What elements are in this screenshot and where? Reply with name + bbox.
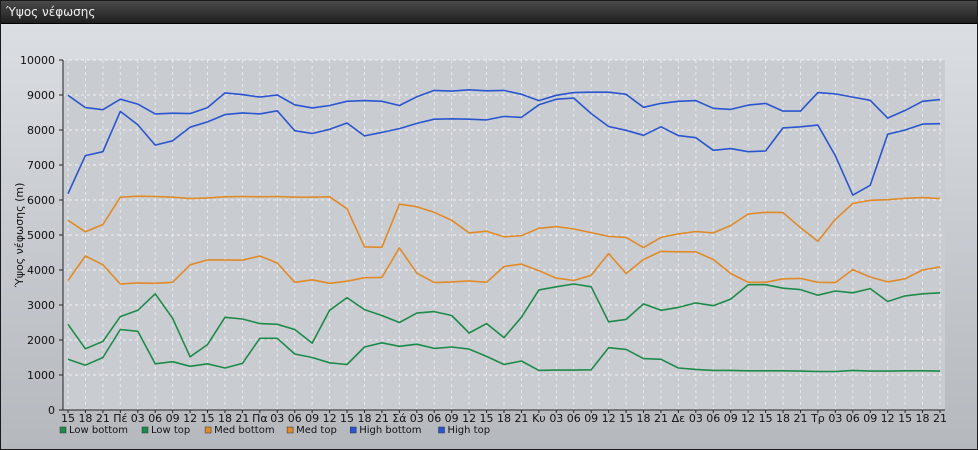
x-tick-label: 18: [78, 412, 92, 425]
x-tick-label: Πα: [252, 412, 268, 425]
x-tick-label: 06: [427, 412, 441, 425]
y-tick-label: 3000: [27, 299, 55, 312]
x-tick-label: 18: [776, 412, 790, 425]
x-tick-label: Τρ: [810, 412, 825, 425]
x-tick-label: Δε: [672, 412, 686, 425]
x-tick-label: 21: [96, 412, 110, 425]
x-tick-label: 21: [793, 412, 807, 425]
legend-swatch: [141, 426, 149, 434]
legend-swatch: [286, 426, 294, 434]
x-tick-label: 12: [462, 412, 476, 425]
x-tick-label: 09: [305, 412, 319, 425]
x-tick-label: 18: [218, 412, 232, 425]
x-tick-label: 09: [584, 412, 598, 425]
x-tick-label: 15: [61, 412, 75, 425]
legend-label: Low top: [151, 425, 190, 436]
x-tick-label: 21: [933, 412, 947, 425]
x-tick-label: 15: [201, 412, 215, 425]
x-tick-label: 15: [480, 412, 494, 425]
series-line-high-bottom: [67, 97, 941, 196]
y-tick-label: 5000: [27, 229, 55, 242]
x-tick-label: 06: [567, 412, 581, 425]
x-tick-label: 09: [724, 412, 738, 425]
x-tick-label: 15: [619, 412, 633, 425]
y-tick-label: 0: [48, 404, 55, 417]
x-tick-label: 15: [759, 412, 773, 425]
x-tick-label: 15: [340, 412, 354, 425]
x-tick-label: 12: [881, 412, 895, 425]
window-title: Ύψος νέφωσης: [6, 5, 96, 19]
x-tick-label: 03: [828, 412, 842, 425]
series-line-low-bottom: [67, 328, 941, 373]
x-tick-label: 21: [375, 412, 389, 425]
x-tick-label: 03: [131, 412, 145, 425]
x-tick-label: 06: [706, 412, 720, 425]
y-tick-label: 1000: [27, 369, 55, 382]
y-axis-label: Ύψος νέφωσης (m): [13, 183, 26, 289]
series-line-med-bottom: [67, 247, 941, 285]
y-tick-label: 7000: [27, 159, 55, 172]
legend-label: High top: [448, 425, 491, 436]
legend-label: High bottom: [359, 425, 421, 436]
legend-swatch: [438, 426, 445, 434]
series-line-low-top: [67, 283, 941, 358]
x-tick-label: 12: [741, 412, 755, 425]
x-tick-label: Πέ: [113, 412, 127, 425]
legend-label: Med top: [296, 425, 337, 436]
x-tick-label: Κυ: [532, 412, 546, 425]
x-tick-label: 21: [235, 412, 249, 425]
x-tick-label: 09: [166, 412, 180, 425]
y-tick-label: 2000: [27, 334, 55, 347]
x-tick-label: 09: [445, 412, 459, 425]
x-tick-label: 03: [689, 412, 703, 425]
x-tick-label: 03: [270, 412, 284, 425]
x-tick-label: 03: [549, 412, 563, 425]
title-bar: Ύψος νέφωσης: [1, 1, 977, 24]
x-tick-label: 06: [846, 412, 860, 425]
y-tick-label: 8000: [27, 124, 55, 137]
y-tick-label: 10000: [20, 54, 55, 67]
x-tick-label: 03: [410, 412, 424, 425]
x-tick-label: 18: [357, 412, 371, 425]
x-tick-label: 12: [183, 412, 197, 425]
legend-label: Low bottom: [69, 425, 128, 436]
x-tick-label: 15: [898, 412, 912, 425]
x-tick-label: 18: [497, 412, 511, 425]
x-tick-label: 12: [323, 412, 337, 425]
y-tick-label: 4000: [27, 264, 55, 277]
x-tick-label: 18: [916, 412, 930, 425]
x-tick-label: 06: [148, 412, 162, 425]
y-tick-label: 9000: [27, 89, 55, 102]
x-tick-label: 06: [288, 412, 302, 425]
legend-swatch: [59, 426, 67, 434]
x-tick-label: 18: [637, 412, 651, 425]
x-tick-label: 21: [654, 412, 668, 425]
series-line-med-top: [67, 195, 941, 249]
x-tick-label: 09: [863, 412, 877, 425]
x-tick-label: Σά: [392, 412, 406, 425]
y-tick-label: 6000: [27, 194, 55, 207]
series-line-high-top: [67, 89, 941, 119]
legend-swatch: [204, 426, 212, 434]
x-tick-label: 21: [514, 412, 528, 425]
x-tick-label: 12: [602, 412, 616, 425]
legend-label: Med bottom: [214, 425, 274, 436]
legend-swatch: [349, 426, 357, 434]
